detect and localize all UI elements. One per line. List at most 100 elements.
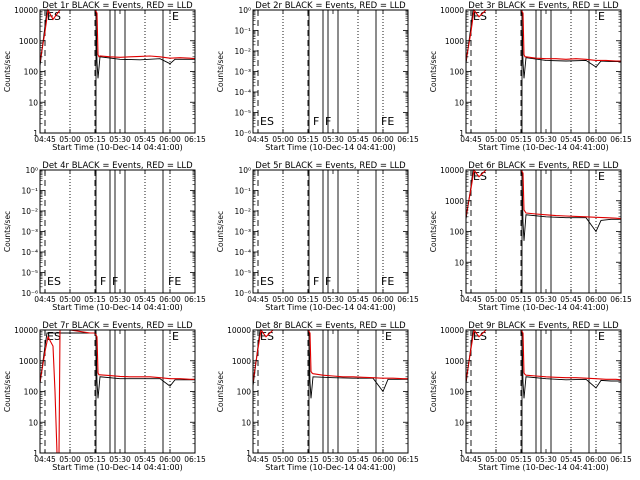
x-tick-label: 05:00	[272, 295, 294, 304]
y-tick-label: 10	[454, 98, 464, 107]
x-tick-label: 05:15	[297, 135, 319, 144]
flag-label: E	[385, 330, 392, 343]
x-tick-label: 04:45	[34, 135, 56, 144]
y-axis-label: Counts/sec	[216, 51, 225, 92]
panel-title: Det 8r BLACK = Events, RED = LLD	[255, 321, 406, 331]
y-tick-label: 1	[459, 289, 464, 298]
x-tick-label: 04:45	[34, 295, 56, 304]
y-tick-label: 10000	[14, 326, 38, 335]
y-tick-label: 10000	[14, 6, 38, 15]
x-tick-label: 06:00	[585, 135, 607, 144]
x-axis-label: Start Time (10-Dec-14 04:41:00)	[52, 303, 183, 312]
x-tick-label: 05:30	[109, 295, 131, 304]
plot-frame	[465, 329, 622, 454]
y-tick-label: 100	[450, 68, 465, 77]
x-tick-label: 04:45	[247, 135, 269, 144]
detector-panel-4: Det 4r BLACK = Events, RED = LLD ES F F FE 04…	[3, 161, 206, 312]
flag-label: FE	[381, 115, 394, 128]
y-tick-label: 10⁻²	[21, 207, 38, 216]
x-tick-label: 05:30	[322, 295, 344, 304]
y-tick-label: 1	[459, 129, 464, 138]
series-line-lld	[465, 8, 621, 62]
flag-label: E	[172, 10, 179, 23]
x-tick-label: 05:15	[510, 135, 532, 144]
x-tick-label: 05:45	[560, 295, 582, 304]
y-tick-label: 10⁻³	[234, 68, 251, 77]
flag-label: ES	[260, 275, 274, 288]
x-tick-label: 04:45	[247, 455, 269, 464]
x-tick-label: 06:15	[610, 295, 632, 304]
x-tick-label: 06:15	[397, 295, 419, 304]
series-line-lld	[39, 329, 195, 454]
x-tick-label: 06:00	[159, 295, 181, 304]
y-tick-label: 10⁻⁴	[234, 88, 251, 97]
x-tick-label: 06:00	[159, 455, 181, 464]
x-tick-label: 04:45	[460, 455, 482, 464]
x-tick-label: 05:00	[485, 455, 507, 464]
flag-label: F	[325, 275, 331, 288]
x-tick-label: 04:45	[460, 295, 482, 304]
y-tick-label: 1000	[445, 37, 464, 46]
x-tick-label: 05:00	[59, 135, 81, 144]
x-tick-label: 05:00	[59, 455, 81, 464]
y-tick-label: 10⁻⁶	[234, 129, 251, 138]
x-axis-label: Start Time (10-Dec-14 04:41:00)	[265, 143, 396, 152]
x-tick-label: 05:00	[59, 295, 81, 304]
panel-title: Det 4r BLACK = Events, RED = LLD	[42, 161, 193, 171]
x-tick-label: 05:30	[535, 455, 557, 464]
x-axis-label: Start Time (10-Dec-14 04:41:00)	[265, 303, 396, 312]
x-tick-label: 06:00	[372, 455, 394, 464]
y-tick-label: 10⁻¹	[234, 27, 251, 36]
x-tick-label: 06:15	[184, 455, 206, 464]
x-tick-label: 05:45	[134, 455, 156, 464]
y-tick-label: 10000	[440, 166, 464, 175]
flag-label: FE	[168, 275, 181, 288]
x-tick-label: 05:00	[485, 135, 507, 144]
x-tick-label: 06:15	[184, 295, 206, 304]
y-axis-label: Counts/sec	[216, 371, 225, 412]
y-tick-label: 10	[28, 418, 38, 427]
y-tick-label: 10⁻¹	[21, 187, 38, 196]
plot-frame	[39, 329, 196, 454]
x-tick-label: 05:00	[272, 455, 294, 464]
x-tick-label: 05:45	[560, 455, 582, 464]
x-axis-label: Start Time (10-Dec-14 04:41:00)	[265, 463, 396, 472]
flag-label: ES	[260, 115, 274, 128]
flag-label: E	[598, 10, 605, 23]
x-tick-label: 05:45	[347, 135, 369, 144]
y-tick-label: 1000	[232, 357, 251, 366]
x-tick-label: 05:15	[84, 135, 106, 144]
y-tick-label: 10⁻¹	[234, 187, 251, 196]
panel-title: Det 6r BLACK = Events, RED = LLD	[468, 161, 619, 171]
y-tick-label: 1000	[445, 357, 464, 366]
y-axis-label: Counts/sec	[216, 211, 225, 252]
x-axis-label: Start Time (10-Dec-14 04:41:00)	[52, 143, 183, 152]
detector-panel-5: Det 5r BLACK = Events, RED = LLD ES F F FE 04…	[216, 161, 419, 312]
series-line-lld	[252, 328, 408, 383]
flag-label: F	[313, 275, 319, 288]
flag-label: E	[598, 330, 605, 343]
y-axis-label: Counts/sec	[3, 51, 12, 92]
x-tick-label: 05:00	[485, 295, 507, 304]
y-tick-label: 100	[450, 228, 465, 237]
y-tick-label: 10	[28, 98, 38, 107]
x-tick-label: 06:00	[372, 135, 394, 144]
x-tick-label: 05:30	[535, 135, 557, 144]
x-tick-label: 05:15	[510, 295, 532, 304]
y-tick-label: 10⁻⁵	[234, 109, 251, 118]
panel-title: Det 2r BLACK = Events, RED = LLD	[255, 1, 406, 11]
x-tick-label: 05:15	[297, 455, 319, 464]
x-tick-label: 06:15	[184, 135, 206, 144]
y-tick-label: 100	[24, 68, 39, 77]
x-tick-label: 06:15	[397, 455, 419, 464]
x-tick-label: 06:15	[397, 135, 419, 144]
x-tick-label: 05:15	[510, 455, 532, 464]
y-tick-label: 10⁰	[238, 6, 251, 15]
x-axis-label: Start Time (10-Dec-14 04:41:00)	[478, 303, 609, 312]
flag-label: ES	[47, 330, 61, 343]
y-tick-label: 10000	[227, 326, 251, 335]
y-tick-label: 10000	[440, 6, 464, 15]
flag-label: F	[325, 115, 331, 128]
